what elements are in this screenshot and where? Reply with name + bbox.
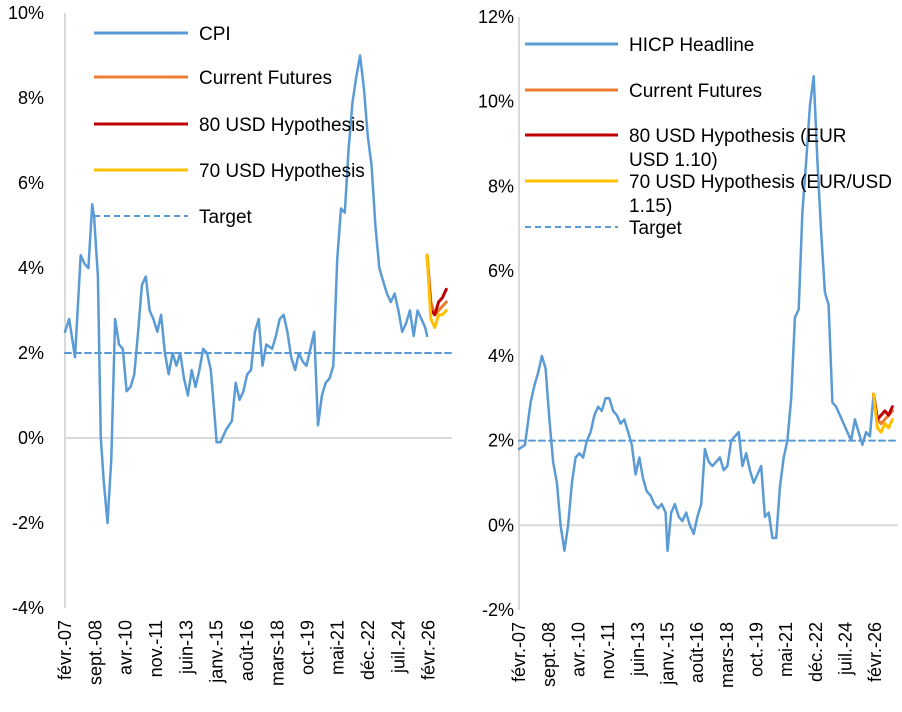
x-tick-label: mars-18 [717, 622, 737, 688]
legend-label: 80 USD Hypothesis (EUR USD 1.10) [629, 126, 847, 171]
x-tick-label: mars-18 [267, 620, 287, 686]
legend-label-line: 80 USD Hypothesis (EUR [629, 126, 847, 147]
x-tick-label: juin-13 [176, 620, 196, 675]
series-line-2-1 [517, 75, 875, 552]
x-tick-label: avr.-10 [568, 622, 588, 677]
legend-label-line: 1.15) [629, 196, 672, 217]
x-tick-label: oct.-19 [297, 620, 317, 675]
x-tick-label: mai-21 [328, 620, 348, 675]
y-tick-label: 10% [8, 3, 44, 23]
y-tick-label: -2% [12, 513, 44, 533]
x-tick-label: févr.-26 [865, 622, 885, 682]
x-tick-label: nov.-11 [146, 620, 166, 677]
legend-label: Target [629, 218, 683, 239]
legend-label-line: USD 1.10) [629, 150, 718, 171]
y-tick-label: 6% [18, 173, 44, 193]
legend-label: 70 USD Hypothesis (EUR/USD 1.15) [629, 172, 892, 217]
x-tick-label: nov.-11 [598, 622, 618, 679]
y-tick-label: 2% [18, 343, 44, 363]
y-tick-label: 4% [18, 258, 44, 278]
y-tick-label: -2% [482, 600, 514, 620]
legend-label: 70 USD Hypothesis [199, 161, 365, 182]
series-line-2-4 [872, 392, 894, 434]
x-tick-label: sept.-08 [539, 622, 559, 687]
y-tick-label: 4% [488, 346, 514, 366]
x-tick-label: juin-13 [628, 622, 648, 677]
y-tick-label: 2% [488, 431, 514, 451]
legend-label: Current Futures [629, 81, 762, 102]
legend-label: Current Futures [199, 68, 332, 89]
y-tick-label: 8% [488, 176, 514, 196]
x-tick-label: avr.-10 [116, 620, 136, 675]
x-tick-label: déc.-22 [806, 622, 826, 682]
series-line-1-1 [63, 54, 429, 525]
y-tick-label: 0% [18, 428, 44, 448]
x-tick-label: sept.-08 [85, 620, 105, 685]
y-tick-label: 8% [18, 88, 44, 108]
x-tick-label: mai-21 [776, 622, 796, 677]
legend-label: Target [199, 207, 253, 228]
x-tick-label: août-16 [687, 622, 707, 683]
series-line-1-4 [425, 253, 448, 329]
x-tick-label: janv.-15 [657, 622, 677, 686]
y-tick-label: -4% [12, 598, 44, 618]
legend-label: CPI [199, 24, 231, 45]
x-tick-label: févr.-26 [419, 620, 439, 680]
y-tick-label: 6% [488, 261, 514, 281]
y-tick-label: 12% [478, 7, 514, 27]
x-tick-label: déc.-22 [358, 620, 378, 680]
x-tick-label: janv.-15 [207, 620, 227, 684]
y-tick-label: 10% [478, 92, 514, 112]
legend-label: HICP Headline [629, 35, 754, 56]
x-tick-label: juil.-24 [836, 622, 856, 676]
y-tick-label: 0% [488, 515, 514, 535]
x-tick-label: août-16 [237, 620, 257, 681]
x-tick-label: févr.-07 [509, 622, 529, 682]
legend-label-line: 70 USD Hypothesis (EUR/USD [629, 172, 892, 193]
legend-label: 80 USD Hypothesis [199, 115, 365, 136]
x-tick-label: oct.-19 [746, 622, 766, 677]
x-tick-label: févr.-07 [55, 620, 75, 680]
x-tick-label: juil.-24 [388, 620, 408, 674]
